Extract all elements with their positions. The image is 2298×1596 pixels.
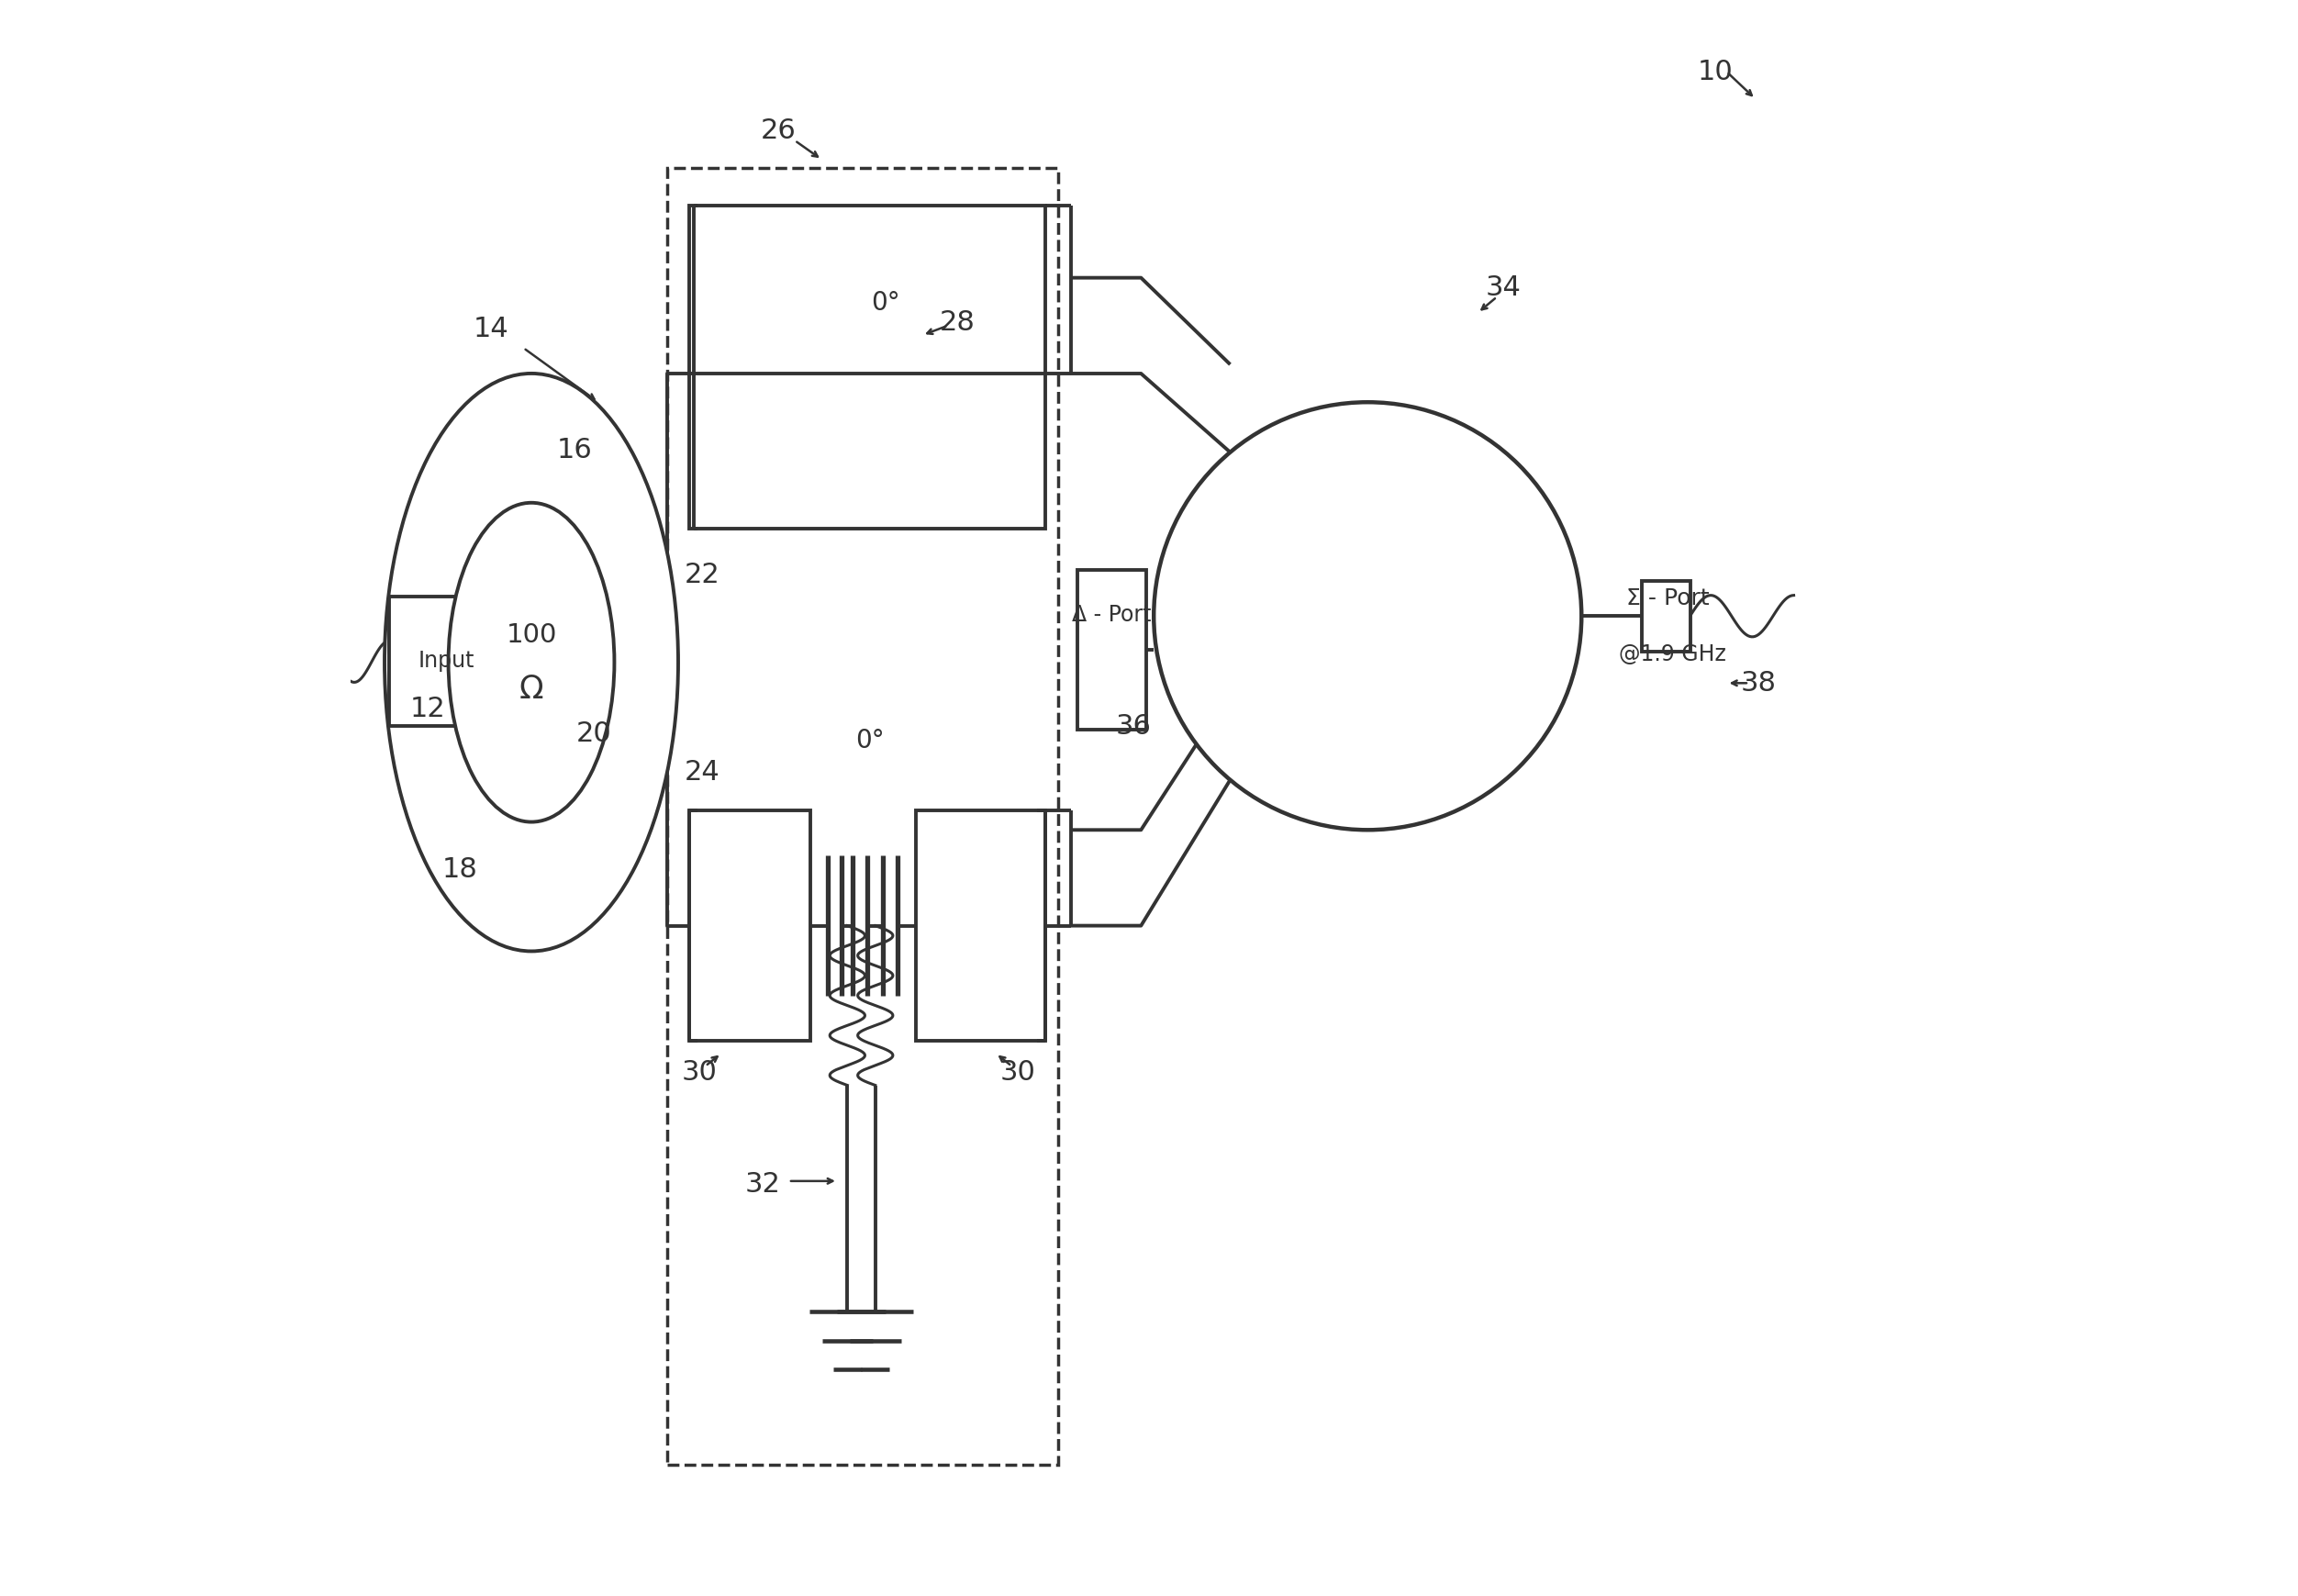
Text: Δ - Port: Δ - Port: [1071, 603, 1151, 626]
Text: 28: 28: [940, 310, 974, 335]
Bar: [689, 206, 1046, 528]
Text: 26: 26: [761, 118, 797, 144]
Text: Input: Input: [418, 650, 476, 672]
Text: 0°: 0°: [855, 728, 885, 753]
Text: 10: 10: [1698, 59, 1733, 85]
Text: 32: 32: [745, 1171, 781, 1197]
Text: 20: 20: [577, 721, 611, 747]
Text: 12: 12: [409, 696, 446, 721]
Text: 34: 34: [1485, 275, 1521, 300]
Text: 24: 24: [685, 760, 719, 785]
Bar: [1643, 581, 1689, 651]
Text: 0°: 0°: [871, 290, 901, 316]
Text: 30: 30: [1000, 1060, 1036, 1085]
Bar: [917, 811, 1046, 1041]
Text: 16: 16: [556, 437, 593, 463]
Bar: [666, 168, 1057, 1465]
Text: 14: 14: [473, 316, 510, 342]
Text: 22: 22: [685, 562, 719, 587]
Text: @1.9 GHz: @1.9 GHz: [1618, 643, 1726, 666]
Ellipse shape: [448, 503, 614, 822]
Text: 100: 100: [506, 622, 556, 648]
Text: 36: 36: [1115, 713, 1151, 739]
Text: 18: 18: [441, 857, 478, 883]
Ellipse shape: [384, 373, 678, 951]
Text: Σ - Port: Σ - Port: [1627, 587, 1710, 610]
Text: 38: 38: [1742, 670, 1776, 696]
Circle shape: [1154, 402, 1581, 830]
Bar: [1078, 570, 1147, 729]
Text: Ω: Ω: [519, 674, 545, 705]
Bar: [388, 597, 506, 726]
Text: 30: 30: [680, 1060, 717, 1085]
Bar: [689, 811, 811, 1041]
